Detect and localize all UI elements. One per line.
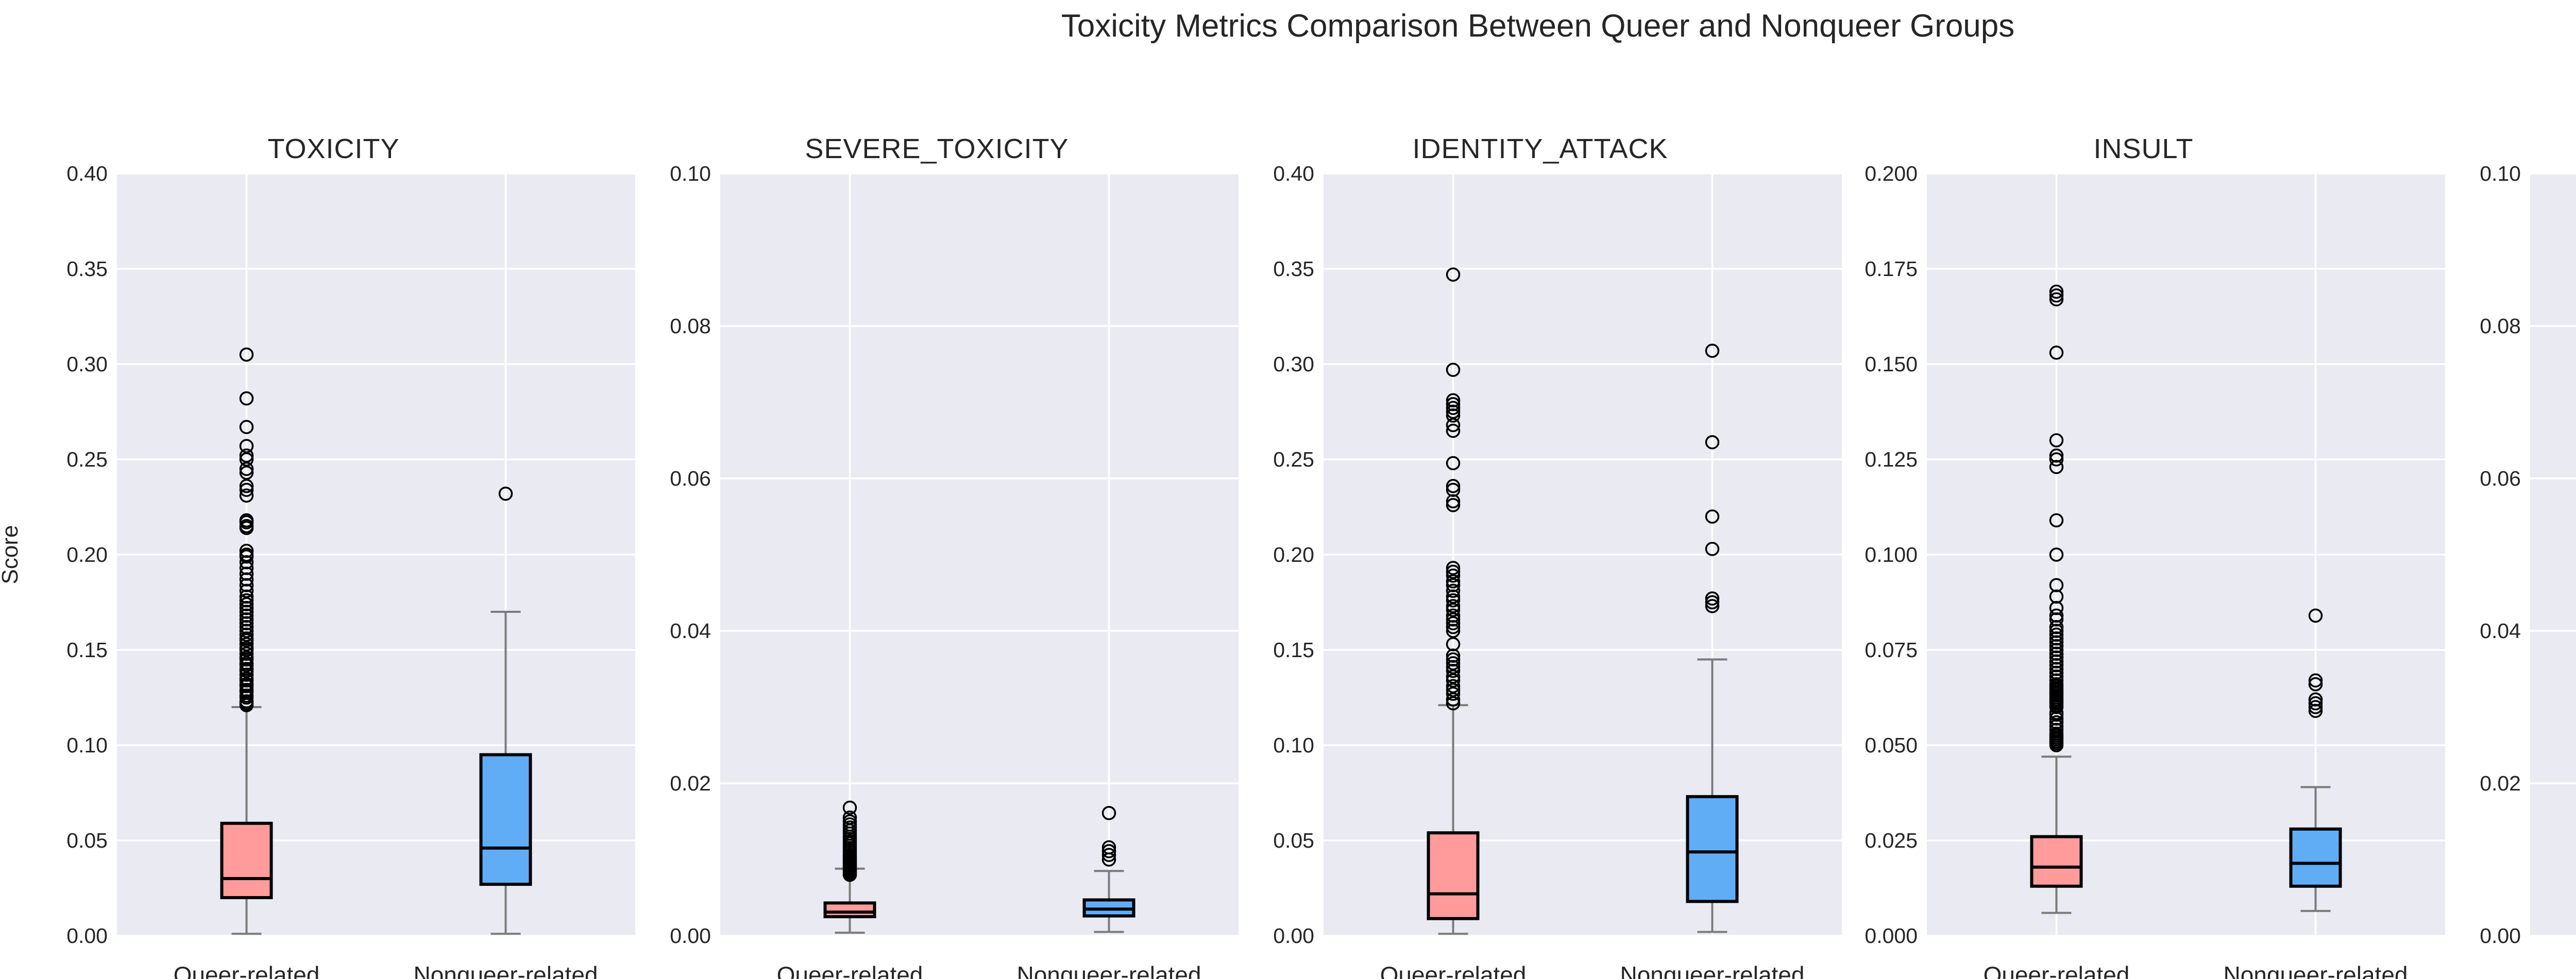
svg-text:0.20: 0.20 [1273,543,1314,566]
boxplot-canvas: 0.000 0.025 0.050 0.075 0.100 0.125 0.150 0.175… [1865,162,2445,979]
category-tick-label: Nonqueer-related [2223,961,2408,979]
subplot-title: IDENTITY_ATTACK [1412,133,1668,164]
subplot-title: TOXICITY [267,133,400,164]
svg-text:0.10: 0.10 [2480,162,2521,185]
svg-text:0.100: 0.100 [1865,543,1918,566]
svg-text:0.075: 0.075 [1865,638,1918,662]
svg-text:0.15: 0.15 [1273,638,1314,662]
subplot-toxicity: TOXICITY 0.00 0.05 0.10 0.15 0.20 0.25 0.30 0.3… [32,124,635,979]
svg-text:0.06: 0.06 [670,467,711,490]
boxplot-canvas: 0.00 0.05 0.10 0.15 0.20 0.25 0.30 0.35 0.40 Quee… [66,162,635,979]
svg-text:0.10: 0.10 [670,162,711,185]
svg-text:0.200: 0.200 [1865,162,1918,185]
svg-text:0.30: 0.30 [66,352,108,376]
figure-title: Toxicity Metrics Comparison Between Quee… [1061,8,2015,44]
svg-text:0.40: 0.40 [66,162,108,185]
svg-text:0.000: 0.000 [1865,924,1918,948]
svg-text:0.02: 0.02 [2480,771,2521,795]
category-tick-label: Queer-related [1380,961,1527,979]
category-tick-label: Queer-related [1984,961,2130,979]
subplot-title: SEVERE_TOXICITY [805,133,1069,164]
subplot-title: INSULT [2093,133,2194,164]
svg-text:0.08: 0.08 [2480,314,2521,338]
svg-text:0.15: 0.15 [66,638,108,662]
svg-text:0.050: 0.050 [1865,733,1918,757]
svg-text:0.25: 0.25 [66,448,108,471]
svg-text:0.04: 0.04 [670,619,711,643]
subplot-row: TOXICITY 0.00 0.05 0.10 0.15 0.20 0.25 0.30 0.3… [32,124,2576,979]
svg-text:0.08: 0.08 [670,314,711,338]
subplot-severe-toxicity: SEVERE_TOXICITY 0.00 0.02 0.04 0.06 0.08 0.10… [635,124,1239,979]
subplot-insult: INSULT 0.000 0.025 0.050 0.075 0.100 0.125 0.1… [1842,124,2445,979]
svg-text:0.025: 0.025 [1865,829,1918,852]
subplot-identity-attack: IDENTITY_ATTACK 0.00 0.05 0.10 0.15 0.20 0.25… [1239,124,1842,979]
category-tick-label: Queer-related [777,961,923,979]
svg-text:0.30: 0.30 [1273,352,1314,376]
svg-text:0.125: 0.125 [1865,448,1918,471]
svg-text:0.04: 0.04 [2480,619,2521,643]
category-tick-label: Nonqueer-related [1016,961,1201,979]
svg-text:0.25: 0.25 [1273,448,1314,471]
svg-text:0.06: 0.06 [2480,467,2521,490]
category-tick-label: Nonqueer-related [413,961,598,979]
svg-text:0.05: 0.05 [1273,829,1314,852]
category-tick-label: Queer-related [174,961,320,979]
svg-text:0.20: 0.20 [66,543,108,566]
category-tick-label: Nonqueer-related [1620,961,1804,979]
svg-text:0.35: 0.35 [66,257,108,281]
svg-text:0.05: 0.05 [66,829,108,852]
svg-text:0.150: 0.150 [1865,352,1918,376]
y-axis-label: Score [0,525,23,585]
boxplot-canvas: 0.000.020.040.060.080.10Queer-relatedNon… [2480,162,2576,948]
subplot-threat: THREAT 0.000.020.040.060.080.10Queer-rel… [2445,124,2576,979]
boxplot-canvas: 0.00 0.05 0.10 0.15 0.20 0.25 0.30 0.35 0.40 Quee… [1273,162,1842,979]
svg-text:0.40: 0.40 [1273,162,1314,185]
svg-text:0.10: 0.10 [1273,733,1314,757]
svg-text:0.00: 0.00 [1273,924,1314,948]
svg-text:0.35: 0.35 [1273,257,1314,281]
svg-text:0.175: 0.175 [1865,257,1918,281]
svg-text:0.00: 0.00 [670,924,711,948]
svg-text:0.00: 0.00 [66,924,108,948]
svg-text:0.10: 0.10 [66,733,108,757]
svg-text:0.00: 0.00 [2480,924,2521,948]
svg-text:0.02: 0.02 [670,771,711,795]
boxplot-canvas: 0.00 0.02 0.04 0.06 0.08 0.10 Queer-related Non… [670,162,1239,979]
